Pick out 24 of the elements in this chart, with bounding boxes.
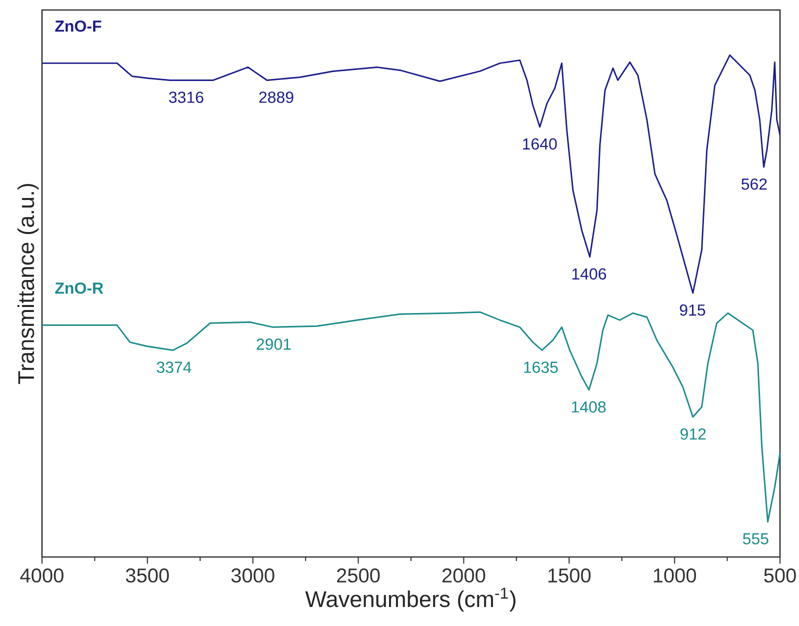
series-label: ZnO-F [55, 20, 102, 32]
x-tick-label: 2500 [337, 568, 380, 583]
annotation: 555 [742, 533, 768, 544]
annotation: 2901 [256, 338, 291, 350]
annotation: 3316 [169, 92, 204, 103]
annotation: 1408 [572, 401, 606, 413]
annotation: 1406 [572, 268, 606, 280]
annotation: 1635 [524, 362, 558, 373]
annotation: 912 [680, 428, 706, 440]
x-tick-label: 1000 [654, 568, 696, 583]
x-tick-label: 3000 [231, 568, 274, 583]
x-tick-label: 1500 [548, 568, 591, 583]
x-tick-label: 2000 [442, 568, 486, 583]
x-tick-label: 4000 [20, 568, 64, 583]
y-axis-title: Transmittance (a.u.) [18, 184, 39, 384]
annotation: 562 [741, 178, 767, 190]
x-axis-title: Wavenumbers (cm$^{-1}$) [305, 588, 516, 612]
annotation: 2889 [259, 92, 294, 103]
x-tick-label: 500 [764, 568, 796, 583]
x-tick-label: 3500 [126, 568, 169, 583]
annotation: 1640 [523, 138, 557, 150]
series-label: ZnO-R [55, 282, 104, 294]
annotation: 915 [680, 304, 706, 316]
annotation: 3374 [156, 362, 192, 373]
